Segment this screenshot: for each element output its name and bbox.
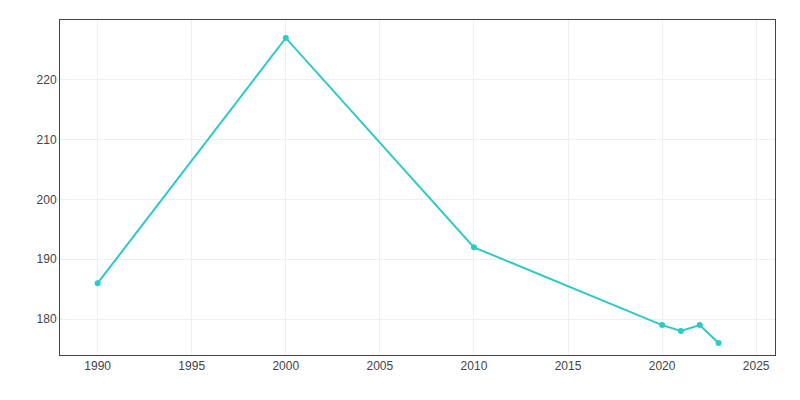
svg-text:1990: 1990	[84, 359, 111, 373]
svg-text:2010: 2010	[461, 359, 488, 373]
svg-text:200: 200	[37, 193, 57, 207]
svg-text:180: 180	[37, 312, 57, 326]
svg-text:2025: 2025	[743, 359, 770, 373]
svg-text:190: 190	[37, 252, 57, 266]
svg-text:2015: 2015	[555, 359, 582, 373]
svg-text:2005: 2005	[367, 359, 394, 373]
svg-text:1995: 1995	[178, 359, 205, 373]
svg-text:220: 220	[37, 73, 57, 87]
svg-text:2000: 2000	[272, 359, 299, 373]
svg-text:210: 210	[37, 133, 57, 147]
svg-text:2020: 2020	[649, 359, 676, 373]
